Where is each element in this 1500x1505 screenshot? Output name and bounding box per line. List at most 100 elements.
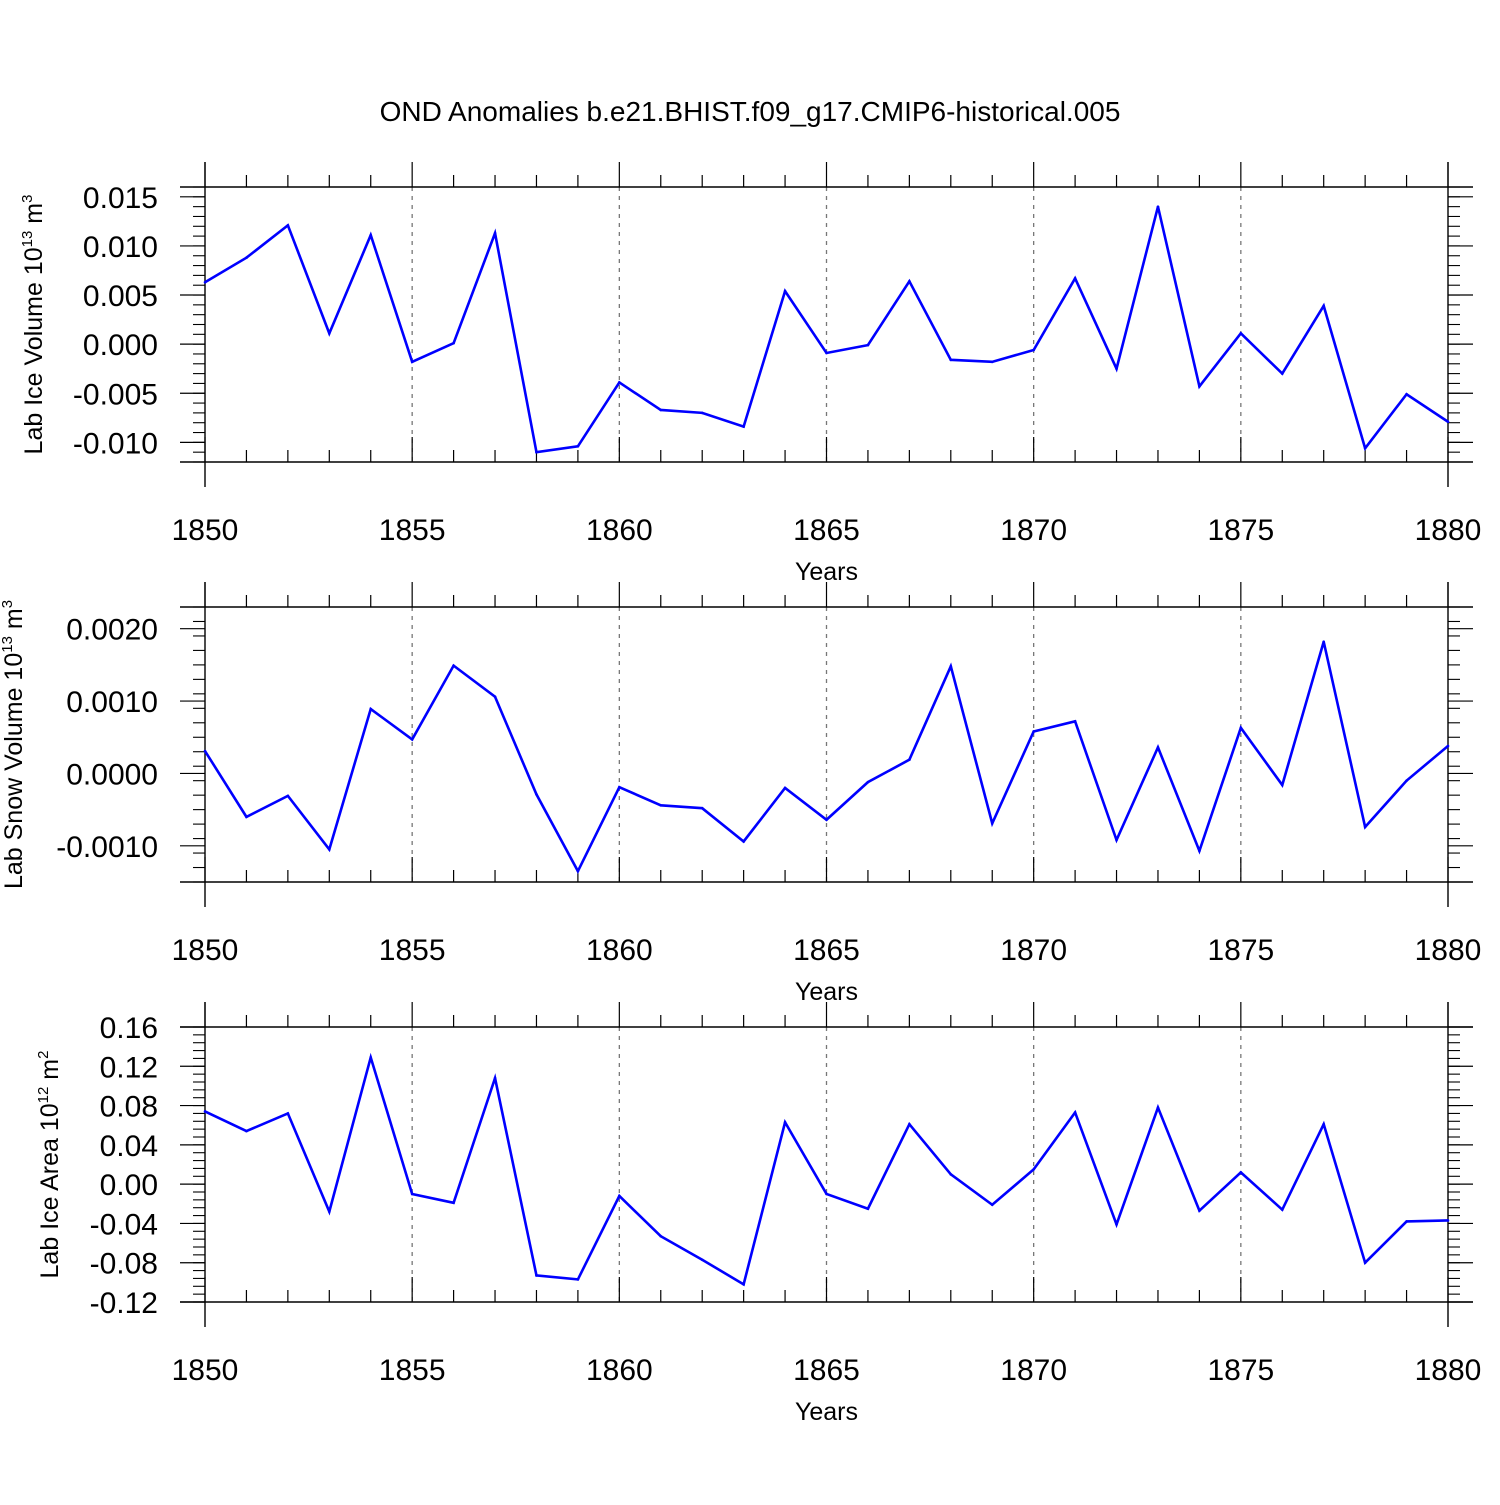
data-point (742, 425, 745, 428)
y-tick-label: 0.16 (100, 1012, 158, 1045)
y-tick-label: 0.00 (100, 1169, 158, 1202)
data-point (949, 358, 953, 362)
y-axis-label-main: Lab Ice Volume 10 (20, 247, 48, 454)
data-point (286, 1112, 290, 1115)
x-tick-label: 1850 (172, 934, 239, 967)
data-point (245, 256, 248, 260)
data-point (908, 1122, 911, 1126)
y-tick-label: -0.010 (73, 427, 158, 460)
data-point (1073, 1111, 1077, 1114)
y-axis-label-unit: m (0, 608, 28, 636)
x-axis-label: Years (795, 1398, 858, 1426)
y-tick-label: 0.0000 (66, 758, 158, 791)
x-tick-label: 1870 (1000, 514, 1067, 547)
x-tick-label: 1860 (586, 1354, 653, 1387)
y-tick-label: 0.010 (83, 231, 158, 264)
data-point (1322, 304, 1325, 308)
y-axis-label-unit: m (20, 203, 48, 231)
x-tick-label: 1860 (586, 934, 653, 967)
data-point (452, 1201, 455, 1205)
data-point (245, 815, 248, 819)
data-point (1115, 838, 1118, 842)
x-tick-label: 1850 (172, 514, 239, 547)
data-point (369, 1056, 373, 1059)
data-point (576, 1278, 580, 1281)
x-tick-label: 1865 (793, 934, 860, 967)
data-point (1446, 1219, 1450, 1222)
y-tick-label: 0.08 (100, 1091, 158, 1124)
x-tick-label: 1850 (172, 1354, 239, 1387)
y-axis-label-exp: 12 (35, 1087, 52, 1104)
y-tick-label: 0.015 (83, 182, 158, 215)
y-axis-label-unit-exp: 3 (0, 600, 16, 608)
figure-title: OND Anomalies b.e21.BHIST.f09_g17.CMIP6-… (379, 96, 1121, 127)
data-point (618, 1194, 621, 1198)
y-axis-label-exp: 13 (19, 231, 36, 248)
data-point (1280, 372, 1284, 375)
data-point (286, 224, 290, 227)
y-tick-label: -0.04 (90, 1208, 158, 1241)
data-point (825, 1192, 828, 1196)
x-axis-label: Years (795, 978, 858, 1006)
y-tick-label: 0.0010 (66, 686, 158, 719)
data-point (659, 1234, 663, 1238)
y-axis-label: Lab Snow Volume 1013 m3 (0, 600, 28, 889)
y-axis-label: Lab Ice Area 1012 m2 (35, 1051, 64, 1279)
data-point (328, 848, 331, 851)
y-tick-label: 0.005 (83, 280, 158, 313)
data-point (700, 411, 704, 415)
data-point (1405, 779, 1408, 782)
data-point (1363, 446, 1367, 450)
panel-1: 1850 1855 1860 1865 1870 1875 1880 Years -0.010 -… (19, 162, 1481, 586)
data-point (1239, 332, 1243, 335)
x-tick-label: 1875 (1207, 1354, 1274, 1387)
data-point (1115, 367, 1118, 370)
data-point (990, 1203, 994, 1207)
data-point (908, 279, 911, 283)
x-tick-label: 1865 (793, 514, 860, 547)
data-point (203, 280, 207, 284)
data-point (618, 785, 621, 789)
x-tick-label: 1875 (1207, 514, 1274, 547)
x-tick-label: 1880 (1415, 1354, 1482, 1387)
data-point (783, 786, 787, 790)
data-point (1198, 849, 1201, 853)
data-point (1280, 783, 1284, 787)
data-point (659, 803, 663, 807)
data-point (1322, 640, 1325, 644)
x-tick-label: 1865 (793, 1354, 860, 1387)
data-point (866, 1207, 870, 1210)
data-point (825, 351, 828, 355)
y-axis-label-main: Lab Ice Area 10 (36, 1103, 64, 1278)
data-point (742, 1283, 745, 1286)
y-axis-label-unit-exp: 2 (35, 1051, 52, 1059)
x-tick-label: 1880 (1415, 514, 1482, 547)
data-point (203, 1110, 207, 1113)
data-point (1032, 1168, 1035, 1171)
data-point (1239, 726, 1243, 730)
data-point (949, 1173, 953, 1176)
data-point (328, 332, 331, 335)
panel-2: 1850 1855 1860 1865 1870 1875 1880 Years -0.0010… (0, 582, 1481, 1006)
data-point (742, 840, 745, 843)
data-point (866, 780, 870, 784)
data-point (245, 1129, 248, 1133)
data-point (1363, 1261, 1367, 1265)
data-point (990, 822, 994, 825)
y-tick-label: -0.08 (90, 1248, 158, 1281)
data-point (1115, 1223, 1118, 1226)
data-point (990, 360, 994, 364)
data-point (1198, 385, 1201, 388)
y-axis-label-unit-exp: 3 (19, 195, 36, 203)
x-tick-label: 1880 (1415, 934, 1482, 967)
data-point (493, 1076, 497, 1080)
data-point (1239, 1171, 1243, 1174)
data-point (783, 289, 787, 293)
y-tick-label: 0.04 (100, 1130, 158, 1163)
y-tick-label: 0.000 (83, 329, 158, 362)
x-tick-label: 1855 (379, 514, 446, 547)
data-point (452, 341, 455, 345)
data-point (825, 818, 828, 822)
series-line (203, 641, 1449, 874)
